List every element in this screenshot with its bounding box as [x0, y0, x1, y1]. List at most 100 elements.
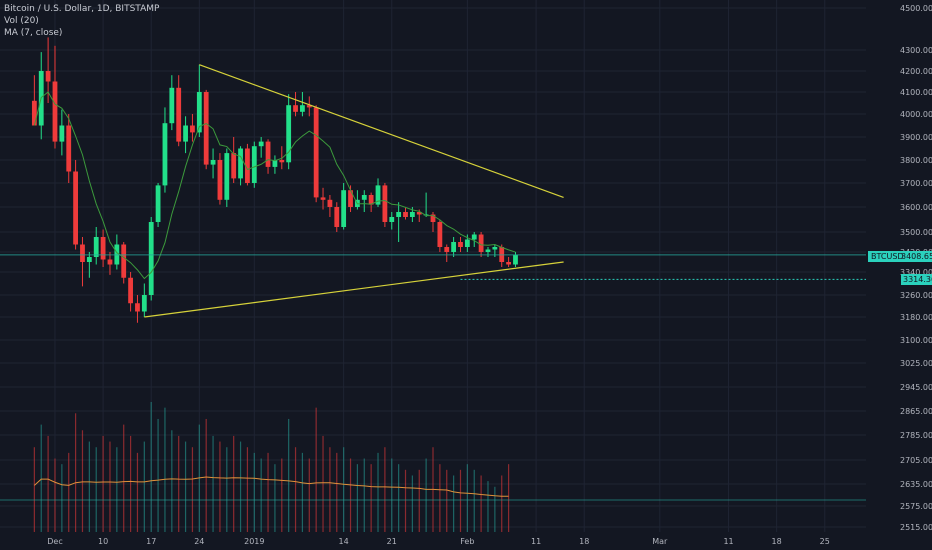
candle-body[interactable] — [162, 123, 168, 186]
candle-body[interactable] — [451, 242, 457, 252]
volume-bar — [446, 469, 448, 532]
candle-body[interactable] — [238, 148, 243, 179]
volume-bar — [116, 447, 118, 532]
volume-bar — [267, 452, 269, 532]
candle-body[interactable] — [265, 141, 271, 167]
candle-body[interactable] — [45, 71, 51, 82]
candle-body[interactable] — [169, 87, 175, 124]
candle-body[interactable] — [183, 125, 188, 142]
candle-body[interactable] — [176, 87, 182, 142]
candle-body[interactable] — [148, 222, 154, 295]
y-tick-label: 3340.00 — [900, 268, 932, 277]
candle-body[interactable] — [80, 244, 85, 263]
candle-body[interactable] — [334, 207, 340, 227]
candle-body[interactable] — [396, 212, 402, 217]
volume-bar — [418, 469, 420, 532]
candle-body[interactable] — [155, 185, 161, 222]
price-badges: BTCUSD 3408.65 3314.36 — [868, 251, 932, 285]
candle-body[interactable] — [361, 195, 367, 200]
y-tick-label: 3800.00 — [900, 156, 932, 165]
candle-body[interactable] — [348, 190, 353, 207]
candle-body[interactable] — [59, 125, 65, 142]
y-tick-label: 2785.00 — [900, 431, 932, 440]
candle-body[interactable] — [100, 237, 106, 260]
candle-body[interactable] — [327, 199, 333, 207]
candle-body[interactable] — [382, 185, 388, 222]
y-tick-label: 3025.00 — [900, 359, 932, 368]
x-tick-label: 11 — [531, 537, 541, 546]
candle-body[interactable] — [375, 185, 381, 205]
candle-body[interactable] — [203, 92, 209, 165]
candle-body[interactable] — [66, 125, 72, 172]
volume-bar — [343, 447, 345, 532]
candle-body[interactable] — [409, 212, 415, 217]
candle-body[interactable] — [245, 148, 250, 184]
ma-7-line — [33, 91, 516, 280]
y-tick-label: 2575.00 — [900, 502, 932, 511]
candle-body[interactable] — [52, 81, 58, 142]
volume-bar — [95, 447, 97, 532]
candle-body[interactable] — [141, 295, 147, 312]
volume-bar — [40, 424, 42, 532]
candle-body[interactable] — [513, 254, 518, 265]
candle-body[interactable] — [190, 125, 195, 133]
candle-body[interactable] — [341, 190, 347, 227]
volume-bar — [233, 435, 235, 532]
candles[interactable] — [31, 37, 518, 323]
candle-body[interactable] — [121, 244, 127, 278]
candle-body[interactable] — [444, 247, 450, 252]
x-tick-label: 25 — [820, 537, 830, 546]
candle-body[interactable] — [107, 259, 113, 265]
candle-body[interactable] — [320, 197, 326, 200]
candle-body[interactable] — [231, 153, 237, 179]
time-axis[interactable]: Dec 10 17 24 2019 14 21 Feb 11 18 Mar 11 18 25 — [47, 537, 830, 546]
y-tick-label: 3100.00 — [900, 336, 932, 345]
candle-body[interactable] — [135, 303, 140, 312]
candle-body[interactable] — [217, 160, 223, 200]
trendline[interactable] — [199, 64, 564, 198]
candle-body[interactable] — [279, 160, 285, 163]
candle-body[interactable] — [437, 222, 443, 247]
candle-body[interactable] — [464, 239, 470, 248]
candle-body[interactable] — [430, 214, 436, 223]
candle-body[interactable] — [128, 277, 133, 304]
candle-body[interactable] — [506, 262, 512, 265]
candle-body[interactable] — [368, 195, 374, 205]
candle-body[interactable] — [258, 141, 264, 147]
volume-bar — [109, 441, 111, 532]
price-axis[interactable]: 4500.00 4300.00 4200.00 4100.00 4000.00 3900.… — [900, 4, 932, 532]
candle-body[interactable] — [293, 105, 298, 112]
volume-bar — [68, 452, 70, 532]
candle-body[interactable] — [86, 257, 92, 262]
volume-bar — [143, 441, 145, 532]
candle-body[interactable] — [224, 153, 230, 200]
x-tick-label: 21 — [387, 537, 397, 546]
candle-body[interactable] — [306, 105, 312, 108]
candle-body[interactable] — [389, 217, 395, 222]
candle-body[interactable] — [471, 234, 477, 240]
candle-body[interactable] — [210, 160, 216, 165]
candle-body[interactable] — [93, 237, 99, 257]
volume-bar — [212, 435, 214, 532]
candle-body[interactable] — [492, 247, 498, 250]
candle-body[interactable] — [251, 146, 257, 183]
candle-body[interactable] — [403, 212, 408, 217]
candle-body[interactable] — [286, 105, 292, 163]
candle-body[interactable] — [313, 107, 319, 198]
volume-bar — [191, 447, 194, 532]
volume-bar — [384, 447, 386, 532]
last-price-badge-symbol: BTCUSD — [871, 252, 904, 261]
candle-body[interactable] — [478, 234, 484, 253]
candle-body[interactable] — [31, 100, 37, 126]
candle-body[interactable] — [73, 171, 79, 245]
candle-body[interactable] — [300, 105, 305, 112]
candle-body[interactable] — [458, 242, 463, 247]
candle-body[interactable] — [196, 92, 202, 133]
trendline[interactable] — [144, 261, 564, 318]
candle-body[interactable] — [416, 212, 422, 215]
candle-body[interactable] — [272, 160, 278, 167]
candle-body[interactable] — [485, 249, 491, 253]
volume-bar — [377, 452, 379, 532]
volume-bar — [363, 458, 365, 532]
